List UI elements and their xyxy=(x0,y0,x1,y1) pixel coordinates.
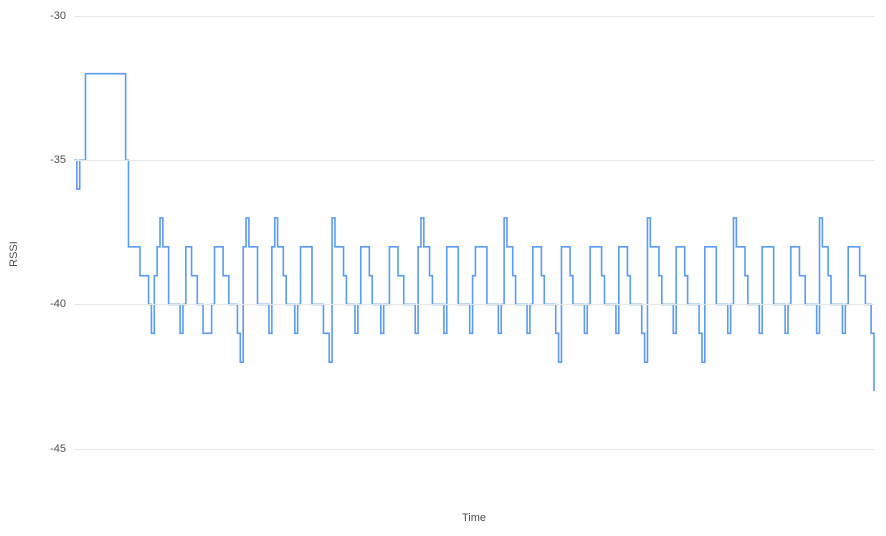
rssi-series-path xyxy=(74,74,874,391)
y-tick-label: -35 xyxy=(50,154,74,166)
y-tick-label: -30 xyxy=(50,10,74,22)
plot-area: -30-35-40-45 xyxy=(74,16,874,492)
y-tick-label: -45 xyxy=(50,443,74,455)
y-tick-label: -40 xyxy=(50,298,74,310)
rssi-line xyxy=(74,16,874,492)
x-axis-title: Time xyxy=(462,512,486,524)
rssi-chart: -30-35-40-45 RSSI Time xyxy=(0,0,886,536)
gridline xyxy=(74,449,874,450)
gridline xyxy=(74,16,874,17)
gridline xyxy=(74,304,874,305)
y-axis-title: RSSI xyxy=(8,241,20,267)
gridline xyxy=(74,160,874,161)
